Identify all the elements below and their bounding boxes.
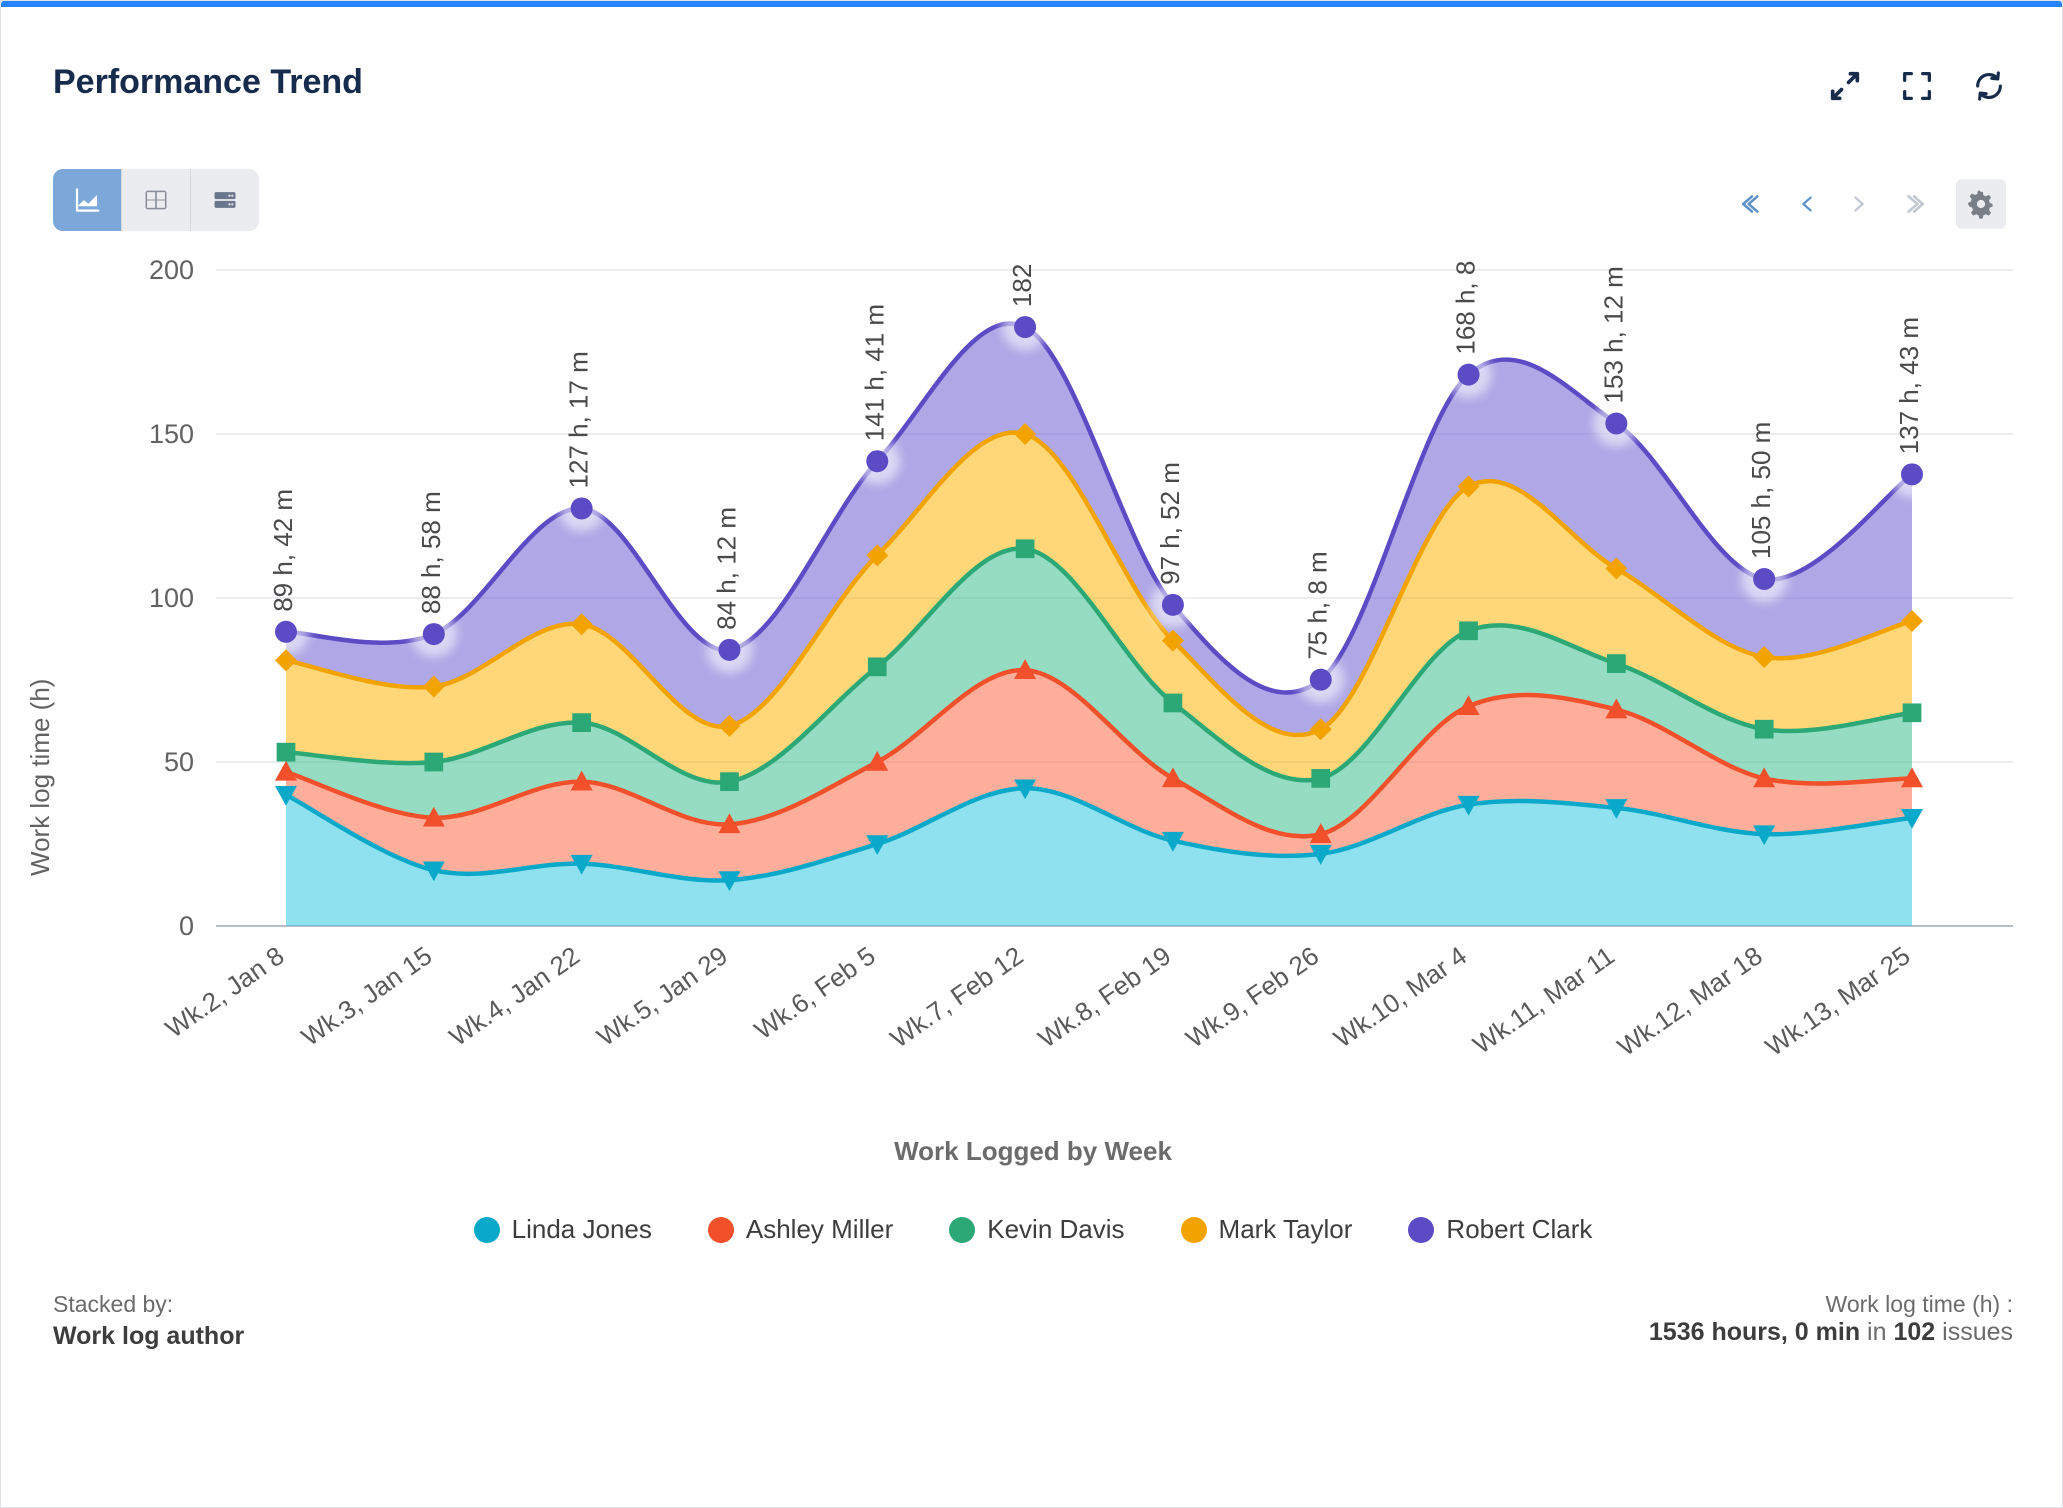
svg-text:200: 200 [149, 256, 194, 285]
svg-text:Wk.11, Mar 11: Wk.11, Mar 11 [1467, 940, 1620, 1059]
svg-text:182 h, 37 m: 182 h, 37 m [1007, 256, 1037, 307]
svg-text:Wk.9, Feb 26: Wk.9, Feb 26 [1180, 940, 1324, 1053]
svg-text:150: 150 [149, 419, 194, 449]
svg-text:Wk.2, Jan 8: Wk.2, Jan 8 [160, 940, 290, 1043]
svg-text:Wk.13, Mar 25: Wk.13, Mar 25 [1760, 940, 1916, 1062]
svg-text:Wk.10, Mar 4: Wk.10, Mar 4 [1328, 940, 1472, 1053]
svg-text:Wk.3, Jan 15: Wk.3, Jan 15 [296, 940, 438, 1052]
svg-text:84 h, 12 m: 84 h, 12 m [711, 507, 741, 630]
svg-text:88 h, 58 m: 88 h, 58 m [416, 491, 446, 614]
svg-text:Wk.8, Feb 19: Wk.8, Feb 19 [1032, 940, 1176, 1053]
svg-text:75 h, 8 m: 75 h, 8 m [1303, 551, 1333, 659]
svg-text:Wk.7, Feb 12: Wk.7, Feb 12 [885, 940, 1029, 1053]
svg-text:Wk.5, Jan 29: Wk.5, Jan 29 [591, 940, 733, 1052]
svg-text:Wk.6, Feb 5: Wk.6, Feb 5 [749, 940, 881, 1045]
svg-text:100: 100 [149, 583, 194, 613]
svg-text:127 h, 17 m: 127 h, 17 m [564, 351, 594, 488]
svg-text:153 h, 12 m: 153 h, 12 m [1598, 266, 1628, 403]
svg-text:89 h, 42 m: 89 h, 42 m [268, 489, 298, 612]
svg-text:Wk.12, Mar 18: Wk.12, Mar 18 [1612, 940, 1768, 1062]
svg-text:97 h, 52 m: 97 h, 52 m [1155, 462, 1185, 585]
svg-text:Wk.4, Jan 22: Wk.4, Jan 22 [444, 940, 586, 1052]
svg-text:141 h, 41 m: 141 h, 41 m [859, 304, 889, 441]
svg-text:137 h, 43 m: 137 h, 43 m [1894, 317, 1924, 454]
svg-text:105 h, 50 m: 105 h, 50 m [1746, 422, 1776, 559]
svg-text:168 h, 8 m: 168 h, 8 m [1451, 256, 1481, 355]
svg-text:50: 50 [164, 747, 194, 777]
svg-text:0: 0 [179, 911, 194, 941]
